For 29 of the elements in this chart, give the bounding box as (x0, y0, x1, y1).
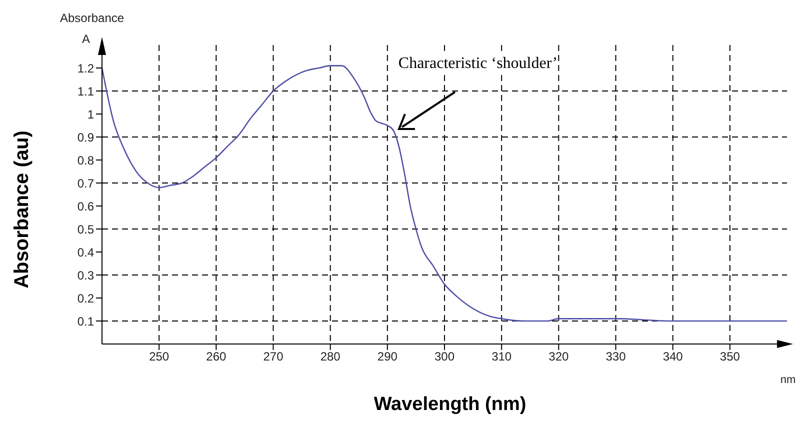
x-tick-label: 250 (149, 350, 170, 364)
chart-title: Absorbance (60, 11, 124, 25)
x-tick-label: 310 (492, 350, 512, 364)
y-tick-label: 0.5 (77, 222, 94, 236)
y-tick-label: 0.8 (77, 153, 94, 168)
y-axis-title: Absorbance (au) (11, 130, 33, 288)
y-tick-label: 0.7 (77, 176, 94, 190)
x-tick-label: 340 (662, 350, 684, 364)
y-tick-label: 0.1 (77, 314, 94, 328)
y-tick-label: 0.6 (77, 199, 94, 214)
x-tick-label: 290 (377, 350, 398, 364)
x-tick-label: 350 (720, 350, 740, 364)
y-tick-label: 1.1 (77, 84, 94, 98)
x-tick-label: 300 (434, 350, 455, 364)
y-tick-label: 0.4 (77, 245, 94, 260)
y-tick-label: 1 (87, 107, 94, 122)
y-tick-label: 0.9 (77, 130, 94, 144)
x-axis-title: Wavelength (nm) (374, 394, 526, 415)
x-tick-label: 330 (606, 350, 626, 364)
text: nm (780, 374, 796, 386)
x-tick-label: 260 (206, 350, 226, 364)
y-tick-label: 0.3 (77, 268, 94, 282)
y-tick-label: 1.2 (77, 61, 94, 76)
x-tick-label: 320 (548, 350, 569, 364)
y-tick-label: 0.2 (77, 291, 94, 306)
annotation: Characteristic ‘shoulder’ (398, 55, 558, 72)
chart-subtitle: A (82, 32, 90, 46)
x-tick-label: 280 (320, 350, 341, 364)
x-tick-label: 270 (263, 350, 284, 364)
